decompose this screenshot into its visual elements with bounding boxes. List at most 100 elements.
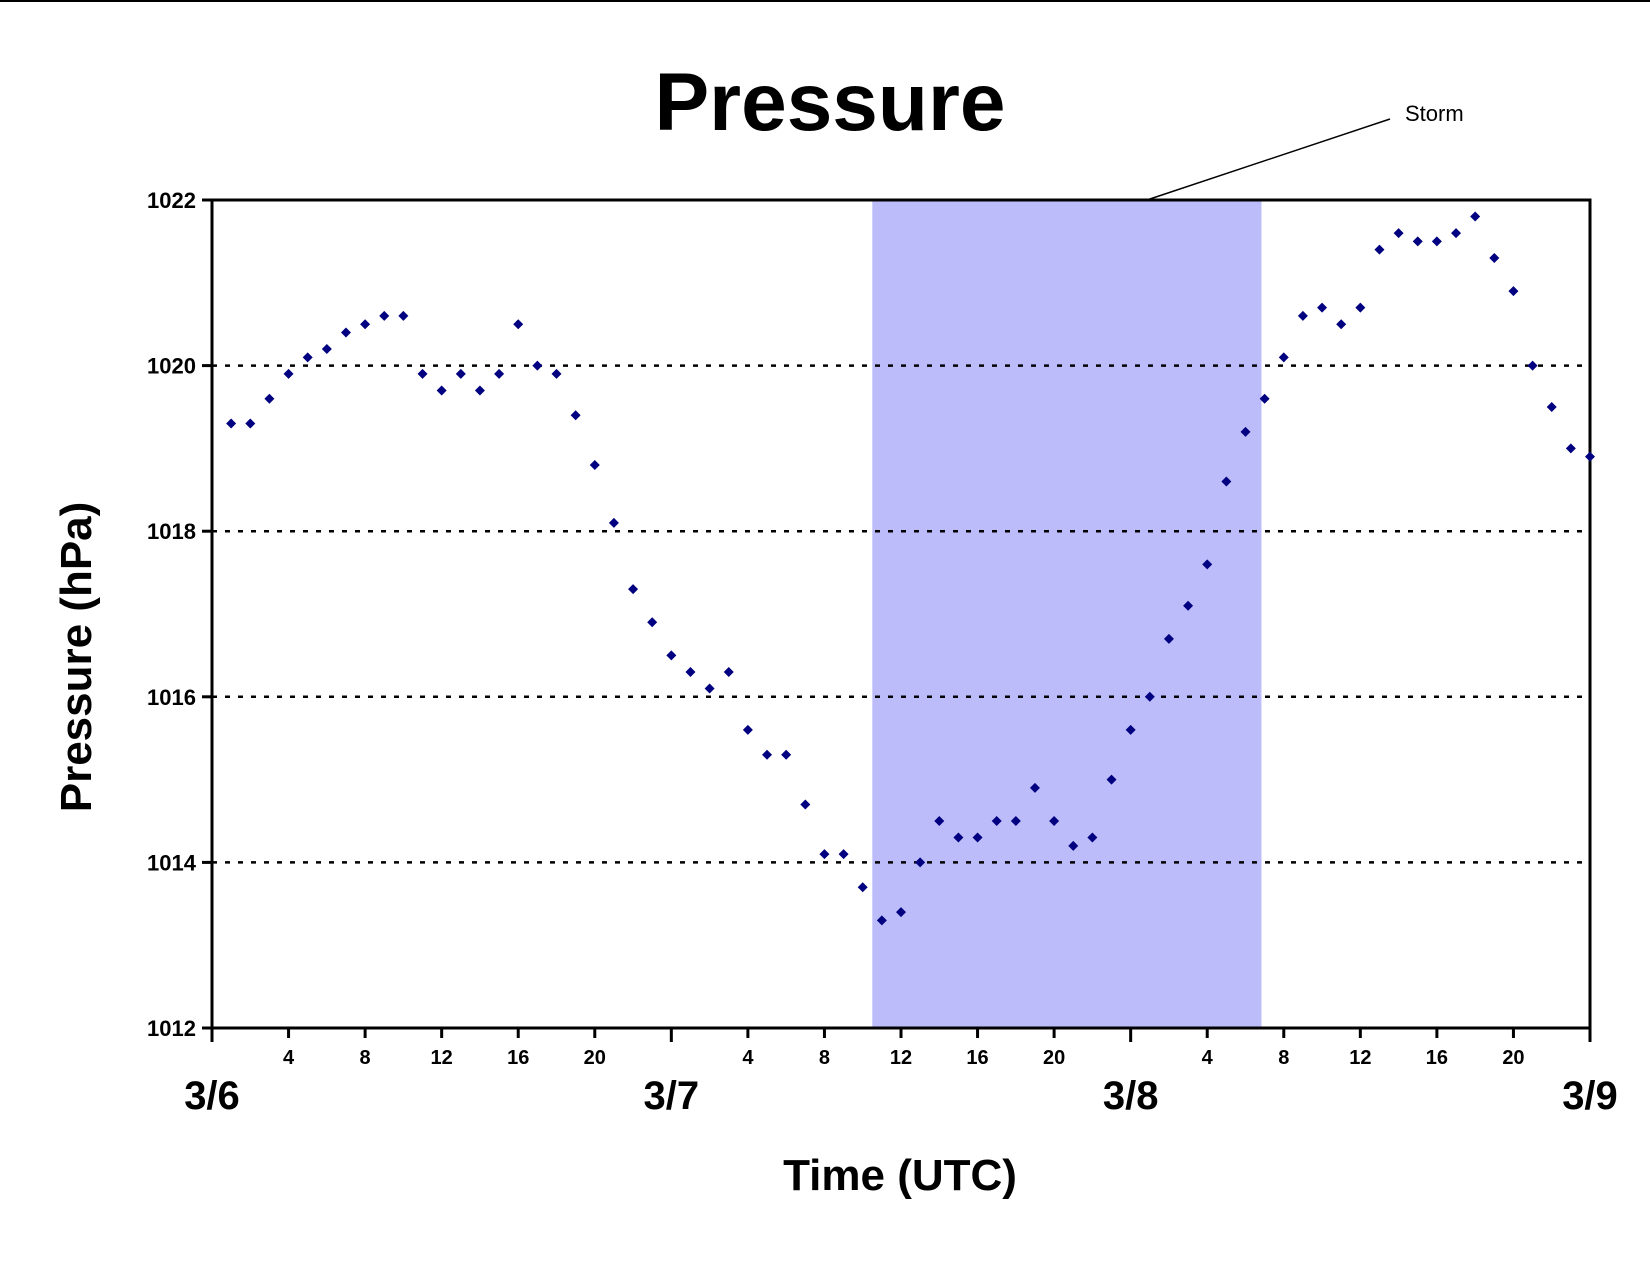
y-tick-label: 1022 (147, 188, 196, 213)
data-point (896, 907, 906, 918)
storm-annotation: Storm (872, 101, 1464, 1028)
data-point (1393, 228, 1404, 239)
data-point (245, 418, 256, 429)
data-point (704, 683, 715, 694)
data-point (1010, 816, 1021, 826)
storm-leader-line (1146, 118, 1391, 201)
data-point (570, 410, 581, 421)
data-points (226, 211, 1595, 926)
data-point (264, 393, 275, 404)
data-point (513, 319, 524, 330)
data-point (953, 832, 964, 843)
axes: 1012 1014 1016 1018 1020 1022 4 8 12 16 20 4 8 12 16 20… (147, 188, 1618, 1118)
data-point (1451, 228, 1462, 239)
data-point (589, 459, 600, 470)
data-point (1297, 310, 1308, 321)
data-point (1183, 600, 1194, 611)
data-point (876, 915, 887, 926)
x-tick-label: 20 (1043, 1047, 1065, 1069)
y-tick-label: 1014 (147, 850, 197, 875)
data-point (226, 418, 237, 429)
data-point (628, 584, 639, 595)
data-point (1029, 782, 1040, 793)
data-point (915, 857, 926, 868)
y-tick-label: 1020 (147, 354, 196, 379)
data-point (283, 368, 294, 379)
data-point (379, 310, 390, 321)
data-point (436, 385, 447, 396)
data-point (1470, 211, 1481, 222)
data-point (762, 749, 773, 760)
data-point (781, 749, 792, 760)
storm-label: Storm (1405, 101, 1464, 126)
data-point (1508, 286, 1519, 297)
data-point (857, 882, 868, 893)
data-point (474, 385, 485, 396)
x-axis-title: Time (UTC) (783, 1151, 1017, 1200)
data-point (647, 617, 658, 628)
data-point (819, 849, 830, 860)
data-point (1106, 774, 1117, 785)
x-tick-label: 8 (1278, 1047, 1289, 1069)
data-point (1125, 724, 1136, 735)
x-tick-label: 12 (1349, 1047, 1371, 1069)
data-point (991, 816, 1002, 826)
data-point (723, 666, 734, 677)
data-point (1259, 393, 1270, 404)
data-point (398, 310, 409, 321)
data-point (742, 724, 753, 735)
data-point (532, 360, 543, 371)
x-tick-label: 8 (360, 1047, 371, 1069)
day-label: 3/7 (644, 1074, 700, 1118)
data-point (1336, 319, 1347, 330)
data-point (1049, 816, 1060, 826)
data-point (666, 650, 677, 661)
data-point (1546, 402, 1557, 412)
day-label: 3/9 (1562, 1074, 1618, 1118)
gridlines (212, 364, 1590, 864)
data-point (1144, 691, 1155, 702)
x-tick-label: 4 (1202, 1047, 1214, 1069)
x-tick-label: 16 (966, 1047, 988, 1069)
y-tick-label: 1012 (147, 1016, 196, 1041)
data-point (1431, 236, 1442, 247)
day-label: 3/8 (1103, 1074, 1159, 1118)
data-point (1163, 633, 1174, 644)
x-tick-label: 16 (507, 1047, 529, 1069)
x-tick-label: 16 (1426, 1047, 1448, 1069)
x-tick-label: 12 (890, 1047, 912, 1069)
x-tick-label: 8 (819, 1047, 830, 1069)
data-point (685, 666, 696, 677)
data-point (1068, 840, 1079, 851)
data-point (321, 344, 332, 355)
data-point (1087, 832, 1098, 843)
data-point (1585, 451, 1595, 462)
storm-band (872, 200, 1262, 1028)
x-tick-label: 12 (431, 1047, 453, 1069)
data-point (1240, 426, 1251, 437)
data-point (1565, 443, 1576, 454)
data-point (972, 832, 983, 843)
x-tick-label: 20 (584, 1047, 606, 1069)
chart-title: Pressure (654, 57, 1005, 148)
data-point (1374, 244, 1385, 255)
data-point (360, 319, 371, 330)
y-tick-label: 1018 (147, 519, 196, 544)
data-point (838, 849, 849, 860)
data-point (1317, 302, 1328, 313)
x-tick-label: 20 (1502, 1047, 1524, 1069)
data-point (1355, 302, 1366, 313)
data-point (302, 352, 313, 363)
data-point (1527, 360, 1538, 371)
data-point (340, 327, 351, 338)
data-point (800, 799, 811, 810)
data-point (494, 368, 505, 379)
data-point (417, 368, 428, 379)
x-tick-label: 4 (742, 1047, 754, 1069)
data-point (1489, 252, 1500, 263)
x-tick-label: 4 (283, 1047, 295, 1069)
data-point (934, 816, 945, 826)
data-point (1278, 352, 1289, 363)
y-axis-title: Pressure (hPa) (52, 502, 101, 813)
